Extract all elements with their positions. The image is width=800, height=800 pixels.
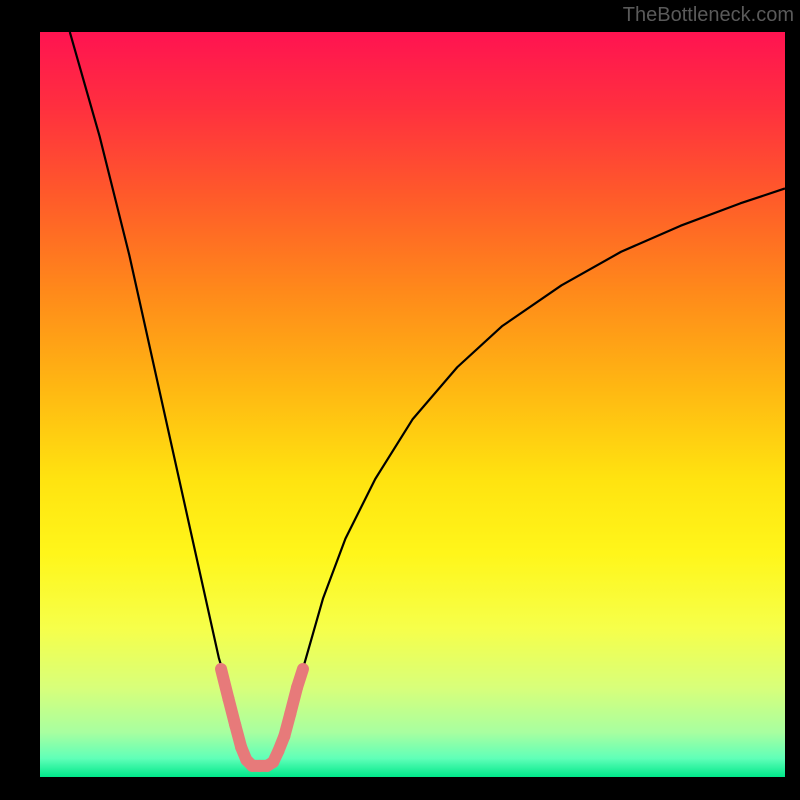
bottleneck-chart — [0, 0, 800, 800]
watermark-text: TheBottleneck.com — [623, 4, 794, 27]
gradient-background — [40, 32, 785, 777]
chart-container: TheBottleneck.com — [0, 0, 800, 800]
highlight-segment — [297, 669, 303, 688]
